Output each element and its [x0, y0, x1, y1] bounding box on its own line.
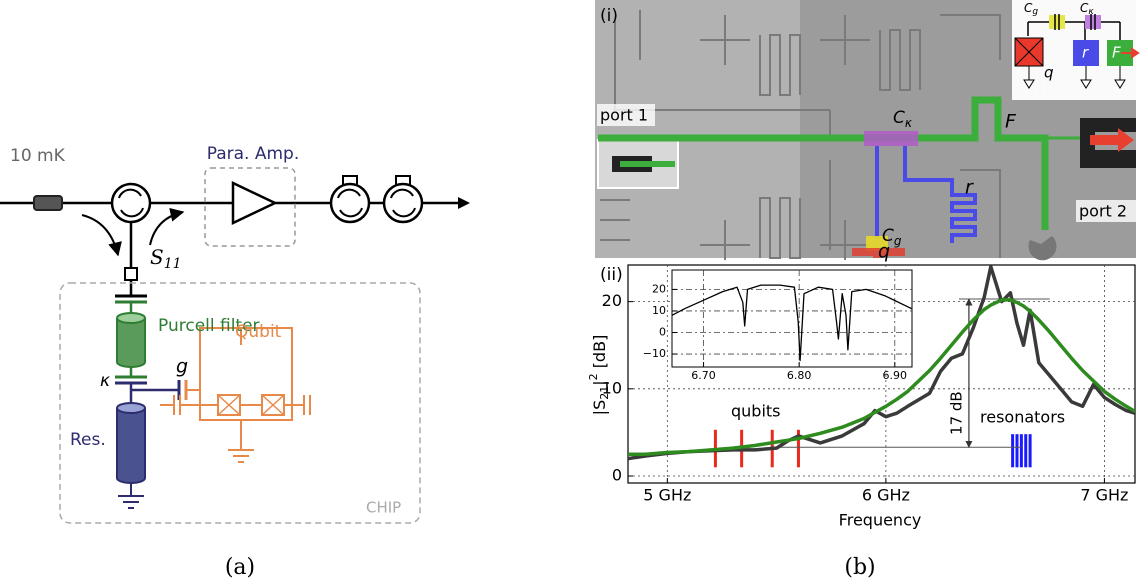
x-tick-label: 6.70: [691, 369, 716, 382]
span-label: 17 dB: [947, 391, 965, 435]
x-tick-label: 7 GHz: [1080, 485, 1128, 504]
panel-label: (a): [225, 555, 255, 580]
image-label: (i): [600, 6, 618, 26]
temperature-label: 10 mK: [10, 146, 66, 166]
qubit-label: q: [878, 241, 890, 263]
x-tick-label: 6.80: [787, 369, 812, 382]
y-tick-label: 20: [652, 282, 666, 295]
panel-label: (b): [844, 555, 875, 580]
s11-label: S11: [150, 245, 182, 273]
amplifier-label: Para. Amp.: [207, 144, 300, 164]
qubit-label: q: [1044, 64, 1054, 82]
y-tick-label: −10: [643, 347, 666, 360]
y-tick-label: 10: [602, 378, 622, 397]
kappa-label: κ: [100, 371, 110, 391]
y-tick-label: 0: [612, 466, 622, 485]
x-tick-label: 5 GHz: [643, 485, 691, 504]
filter-label: F: [1112, 44, 1121, 62]
figure: 10 mK Para. Amp. S11 Purcell filter κ g …: [0, 0, 1140, 588]
y-tick-label: 10: [652, 304, 666, 317]
circuit-diagram: [0, 168, 470, 523]
g-label: g: [176, 356, 188, 378]
x-tick-label: 6 GHz: [862, 485, 910, 504]
annotation: qubits: [731, 402, 781, 421]
panel-label: (ii): [600, 265, 623, 285]
annotation: resonators: [980, 408, 1065, 427]
y-axis-label: |S21|2 [dB]: [587, 335, 611, 416]
micrograph: (i) port 1 port 2 Cκ F r Cg q Cg Cκ q r …: [595, 0, 1138, 263]
port-label: port 1: [600, 106, 648, 125]
charts: (ii) Frequency |S21|2 [dB] 5 GHz 6 GHz 7 G…: [587, 265, 1135, 530]
chip-label: CHIP: [366, 499, 401, 517]
x-axis-label: Frequency: [839, 511, 922, 530]
y-tick-label: 20: [602, 291, 622, 310]
qubit-label: Qubit: [235, 322, 282, 342]
y-tick-label: 0: [659, 326, 666, 339]
resonator-label: Res.: [70, 430, 106, 450]
inset-area: [672, 270, 912, 367]
filter-label: F: [1005, 111, 1017, 133]
x-tick-label: 6.90: [883, 369, 908, 382]
resonator-label: r: [1082, 44, 1089, 62]
resonator-label: r: [965, 177, 974, 199]
port-label: port 2: [1079, 202, 1127, 221]
